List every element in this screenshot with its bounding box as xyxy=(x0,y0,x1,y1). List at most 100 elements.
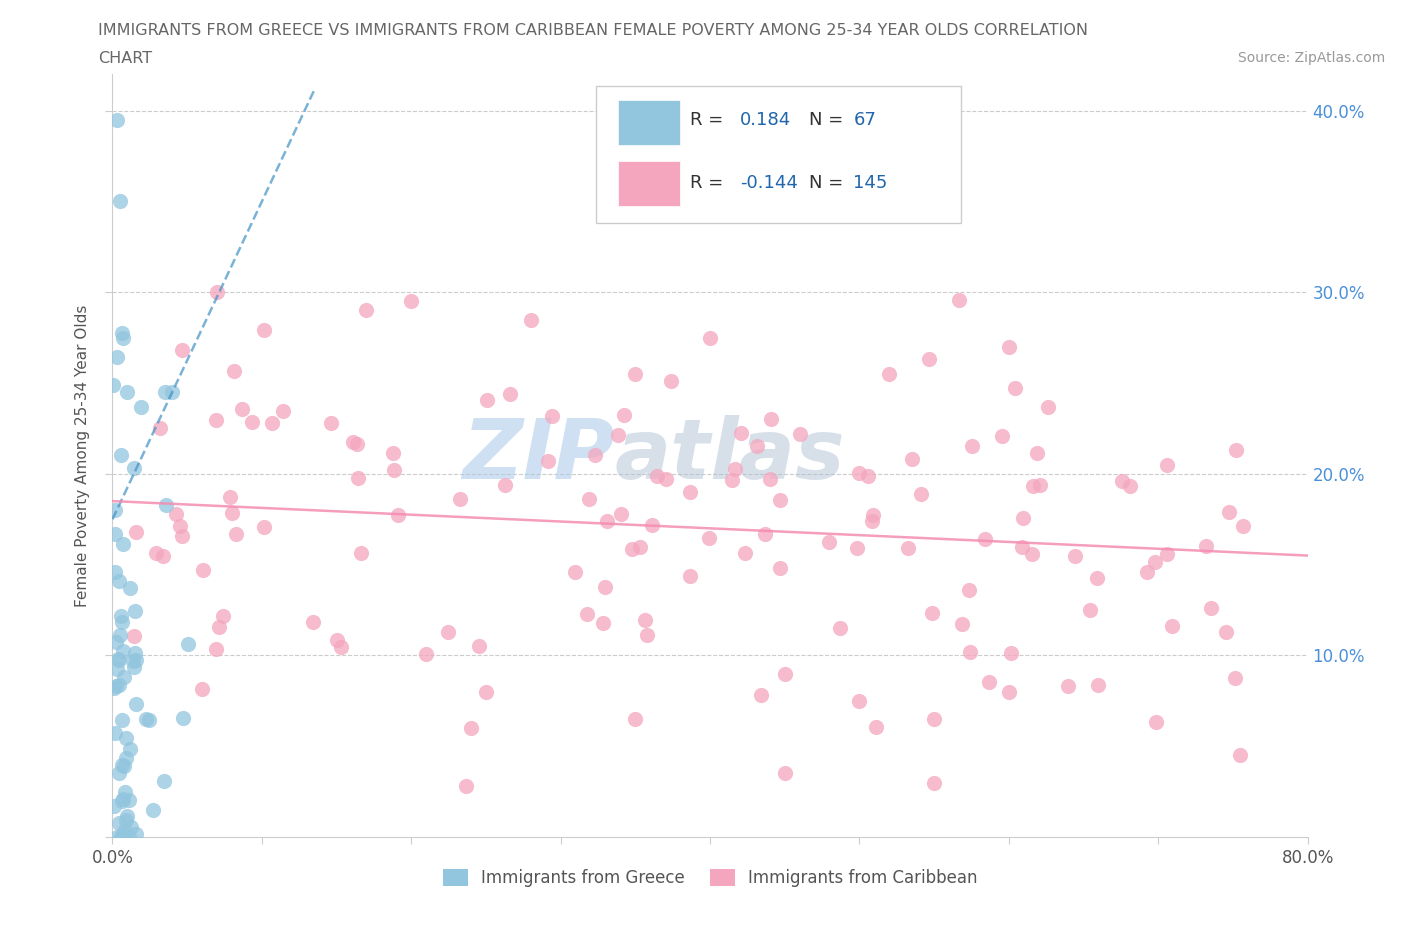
Point xyxy=(381,445,404,460)
Point xyxy=(828,621,851,636)
Point xyxy=(120,819,142,834)
Point xyxy=(922,775,945,790)
Point xyxy=(382,462,405,477)
Point xyxy=(122,660,145,675)
Point xyxy=(610,506,633,521)
Point xyxy=(1136,565,1159,579)
Point xyxy=(697,530,720,545)
Point xyxy=(218,489,240,504)
Point xyxy=(1156,547,1178,562)
Point xyxy=(111,828,134,843)
Point xyxy=(973,532,995,547)
Point xyxy=(152,549,174,564)
Point xyxy=(636,628,658,643)
Point xyxy=(499,387,522,402)
Point xyxy=(117,385,139,400)
Point xyxy=(769,561,792,576)
Point xyxy=(260,416,283,431)
Point xyxy=(350,546,373,561)
Point xyxy=(460,721,482,736)
Point xyxy=(1195,539,1218,554)
Point xyxy=(122,629,145,644)
Point xyxy=(541,408,564,423)
Point xyxy=(115,730,138,745)
Point xyxy=(613,407,636,422)
Point xyxy=(105,113,128,127)
Point xyxy=(1000,646,1022,661)
Point xyxy=(879,366,901,381)
Point xyxy=(138,712,160,727)
Point xyxy=(105,634,128,649)
Point xyxy=(347,470,370,485)
Point xyxy=(111,644,134,658)
Point xyxy=(111,615,134,630)
Point xyxy=(747,438,769,453)
Point xyxy=(115,809,138,824)
Point xyxy=(749,688,772,703)
Point xyxy=(475,684,498,699)
Point xyxy=(401,294,423,309)
Point xyxy=(679,485,702,499)
Point xyxy=(628,540,651,555)
Point xyxy=(583,447,606,462)
Point xyxy=(122,654,145,669)
Point xyxy=(129,399,152,414)
Point xyxy=(1004,380,1026,395)
Point xyxy=(865,720,887,735)
Point xyxy=(454,778,477,793)
Point xyxy=(342,434,364,449)
Point xyxy=(734,546,756,561)
Point xyxy=(108,678,131,693)
Point xyxy=(191,563,214,578)
Point xyxy=(896,540,918,555)
Point xyxy=(111,793,134,808)
Point xyxy=(153,773,176,788)
Point xyxy=(679,568,702,583)
Point xyxy=(101,378,124,392)
Point xyxy=(104,679,127,694)
Point xyxy=(624,711,647,726)
Point xyxy=(1063,548,1085,563)
Point xyxy=(330,640,353,655)
Point xyxy=(103,681,125,696)
Point xyxy=(231,402,253,417)
Point xyxy=(848,466,870,481)
Point xyxy=(120,741,142,756)
Text: -0.144: -0.144 xyxy=(740,175,797,193)
Point xyxy=(1232,518,1254,533)
Point xyxy=(208,619,231,634)
Point xyxy=(789,427,811,442)
Point xyxy=(759,472,782,486)
Point xyxy=(135,711,157,726)
FancyBboxPatch shape xyxy=(619,100,681,144)
Point xyxy=(125,525,148,540)
Point xyxy=(110,608,132,623)
Point xyxy=(153,385,176,400)
Point xyxy=(110,447,132,462)
Point xyxy=(415,646,437,661)
Point xyxy=(111,330,134,345)
Text: IMMIGRANTS FROM GREECE VS IMMIGRANTS FROM CARIBBEAN FEMALE POVERTY AMONG 25-34 Y: IMMIGRANTS FROM GREECE VS IMMIGRANTS FRO… xyxy=(98,23,1088,38)
Point xyxy=(848,694,870,709)
Point xyxy=(205,642,228,657)
Text: 145: 145 xyxy=(853,175,887,193)
Point xyxy=(142,803,165,817)
Point xyxy=(124,646,146,661)
Point xyxy=(1119,478,1142,493)
Point xyxy=(950,617,973,631)
Point xyxy=(1218,504,1240,519)
Point xyxy=(326,632,349,647)
Point xyxy=(114,822,136,837)
Text: Source: ZipAtlas.com: Source: ZipAtlas.com xyxy=(1237,51,1385,65)
Point xyxy=(221,506,243,521)
Text: N =: N = xyxy=(810,175,844,193)
Point xyxy=(1011,511,1033,525)
Point xyxy=(111,791,134,806)
Point xyxy=(108,653,131,668)
Point xyxy=(114,784,136,799)
Point xyxy=(957,582,980,597)
Point xyxy=(170,342,193,357)
Point xyxy=(1036,400,1059,415)
Point xyxy=(959,644,981,659)
Point xyxy=(112,670,135,684)
